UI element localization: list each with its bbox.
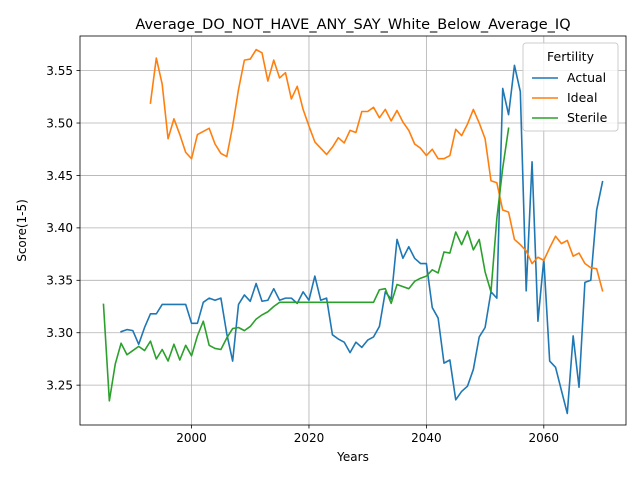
x-axis: 2000 2020 2040 2060 [176,425,559,445]
series-line-ideal [149,48,604,292]
x-tick-label: 2040 [411,431,442,445]
chart-title: Average_DO_NOT_HAVE_ANY_SAY_White_Below_… [135,17,570,33]
legend-label-actual: Actual [567,70,606,85]
series-layer [102,48,604,415]
y-tick-label: 3.30 [46,326,73,340]
x-tick-label: 2060 [529,431,560,445]
x-tick-label: 2020 [294,431,325,445]
y-tick-label: 3.50 [46,116,73,130]
y-axis: 3.25 3.30 3.35 3.40 3.45 3.50 3.55 [46,64,80,392]
y-axis-label: Score(1-5) [15,199,29,262]
x-tick-label: 2000 [176,431,207,445]
x-axis-label: Years [336,450,369,464]
y-tick-label: 3.25 [46,378,73,392]
legend-label-ideal: Ideal [567,90,597,105]
legend-title: Fertility [547,49,595,64]
series-line-actual [120,64,604,415]
y-tick-label: 3.40 [46,221,73,235]
y-tick-label: 3.35 [46,274,73,288]
series-line-sterile [102,127,510,402]
y-tick-label: 3.55 [46,64,73,78]
legend-label-sterile: Sterile [567,110,608,125]
legend-box [522,42,619,132]
y-tick-label: 3.45 [46,169,73,183]
legend: Fertility Actual Ideal Sterile [522,42,619,132]
plot-frame [79,35,627,426]
